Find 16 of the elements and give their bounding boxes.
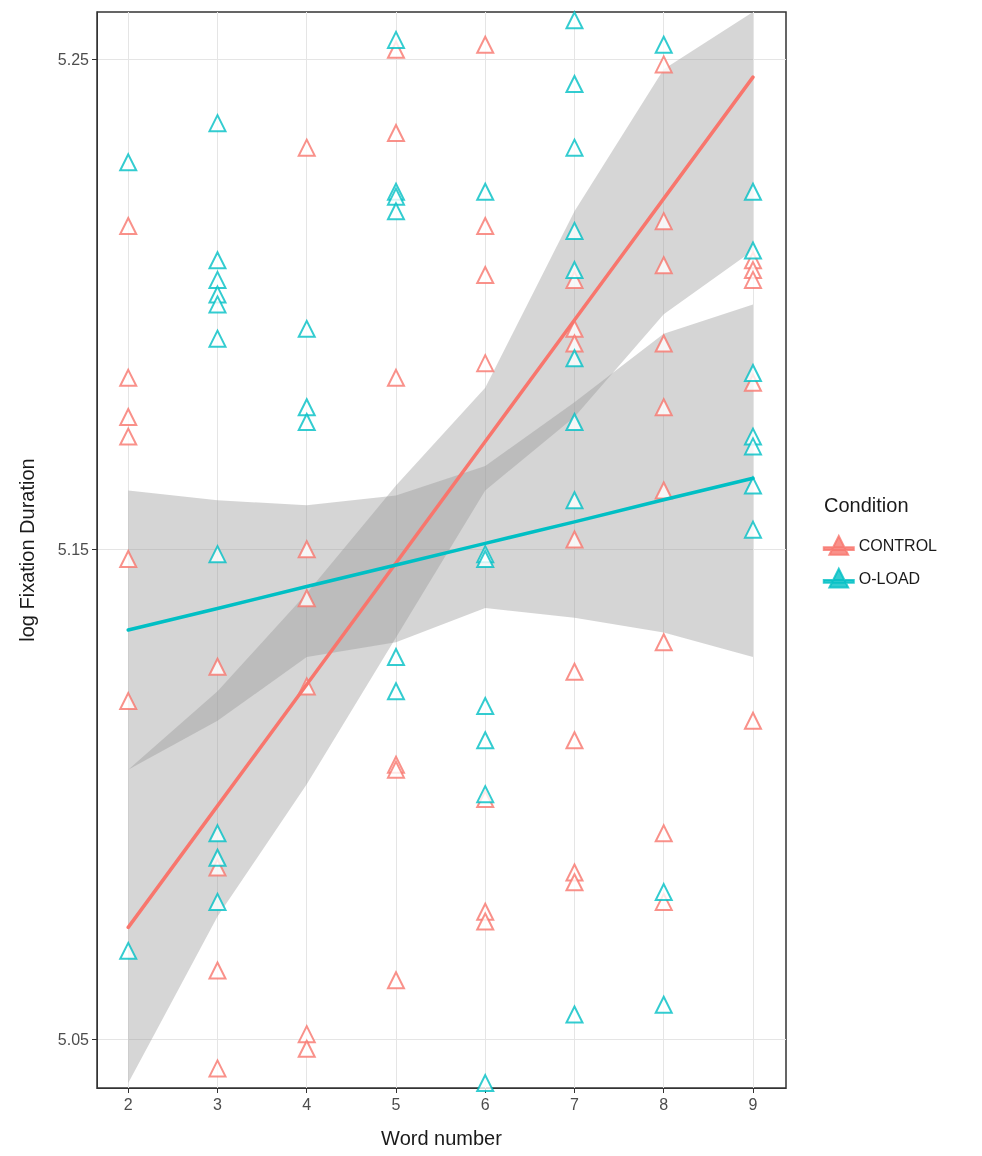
legend-label: CONTROL bbox=[858, 536, 938, 554]
y-tick-label: 5.15 bbox=[57, 540, 90, 558]
x-tick-label: 2 bbox=[123, 1095, 133, 1113]
x-tick-label: 5 bbox=[391, 1095, 401, 1113]
x-axis-title: Word number bbox=[381, 1127, 503, 1149]
x-tick-label: 8 bbox=[659, 1095, 669, 1113]
x-tick-label: 7 bbox=[570, 1095, 580, 1113]
x-tick-label: 4 bbox=[302, 1095, 312, 1113]
x-tick-label: 9 bbox=[748, 1095, 758, 1113]
legend-title: Condition bbox=[824, 494, 909, 516]
x-tick-label: 3 bbox=[213, 1095, 223, 1113]
legend-label: O-LOAD bbox=[858, 569, 921, 587]
x-tick-label: 6 bbox=[480, 1095, 490, 1113]
y-tick-label: 5.25 bbox=[57, 51, 90, 69]
y-axis-title: log Fixation Duration bbox=[16, 458, 38, 642]
y-tick-label: 5.05 bbox=[57, 1030, 90, 1048]
